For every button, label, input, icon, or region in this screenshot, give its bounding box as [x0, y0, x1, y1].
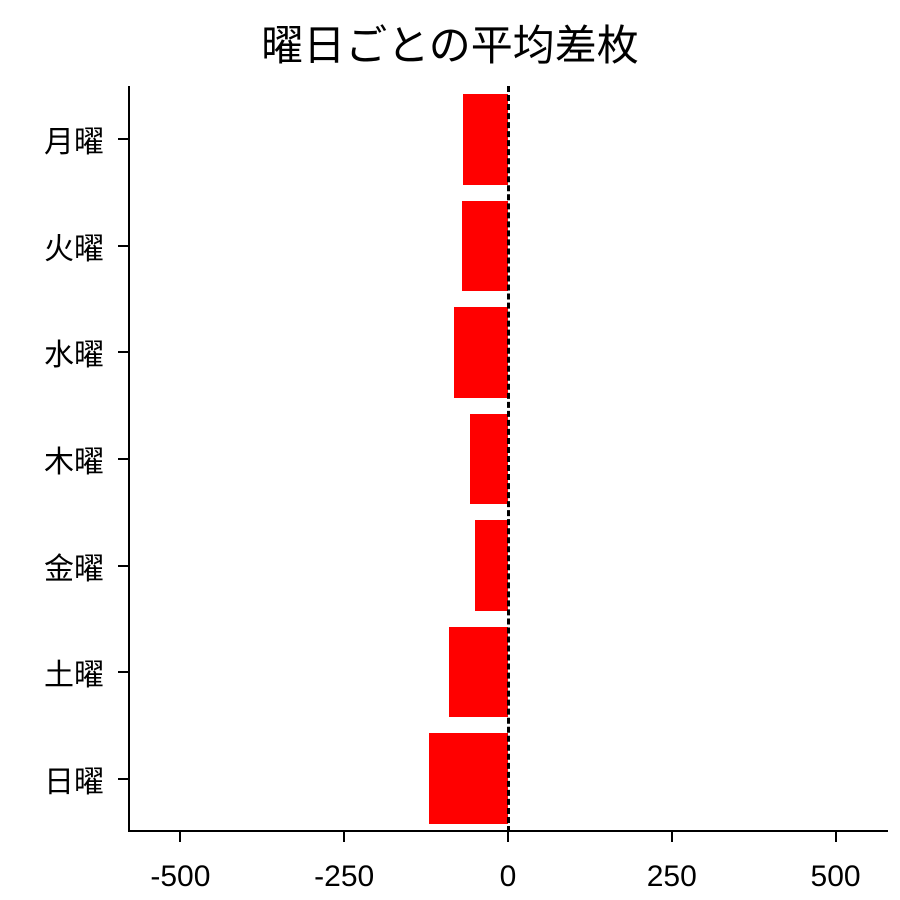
y-tick — [118, 778, 128, 780]
y-axis-line — [128, 86, 130, 832]
bar — [462, 201, 508, 292]
y-tick-label: 水曜 — [44, 330, 104, 374]
x-tick-label: -250 — [314, 860, 374, 894]
x-tick — [343, 832, 345, 842]
y-tick-label: 日曜 — [44, 757, 104, 801]
bar — [470, 414, 508, 505]
y-tick — [118, 351, 128, 353]
bar — [449, 627, 508, 718]
bar — [475, 520, 508, 611]
y-tick — [118, 138, 128, 140]
y-tick — [118, 458, 128, 460]
y-tick-label: 木曜 — [44, 437, 104, 481]
x-tick-label: 500 — [811, 860, 861, 894]
zero-reference-line — [507, 86, 510, 832]
bar — [429, 733, 508, 824]
chart-title: 曜日ごとの平均差枚 — [0, 12, 900, 73]
x-tick-label: -500 — [150, 860, 210, 894]
y-tick — [118, 671, 128, 673]
bar — [463, 94, 508, 185]
x-tick-label: 0 — [500, 860, 517, 894]
chart-container: 曜日ごとの平均差枚 月曜火曜水曜木曜金曜土曜日曜-500-2500250500 — [0, 0, 900, 900]
x-tick — [507, 832, 509, 842]
bar — [454, 307, 508, 398]
x-tick — [179, 832, 181, 842]
y-tick-label: 土曜 — [44, 650, 104, 694]
y-tick-label: 火曜 — [44, 224, 104, 268]
x-tick-label: 250 — [647, 860, 697, 894]
y-tick — [118, 565, 128, 567]
y-tick-label: 金曜 — [44, 544, 104, 588]
y-tick-label: 月曜 — [44, 117, 104, 161]
plot-area: 月曜火曜水曜木曜金曜土曜日曜-500-2500250500 — [128, 86, 888, 832]
x-tick — [835, 832, 837, 842]
y-tick — [118, 245, 128, 247]
x-tick — [671, 832, 673, 842]
